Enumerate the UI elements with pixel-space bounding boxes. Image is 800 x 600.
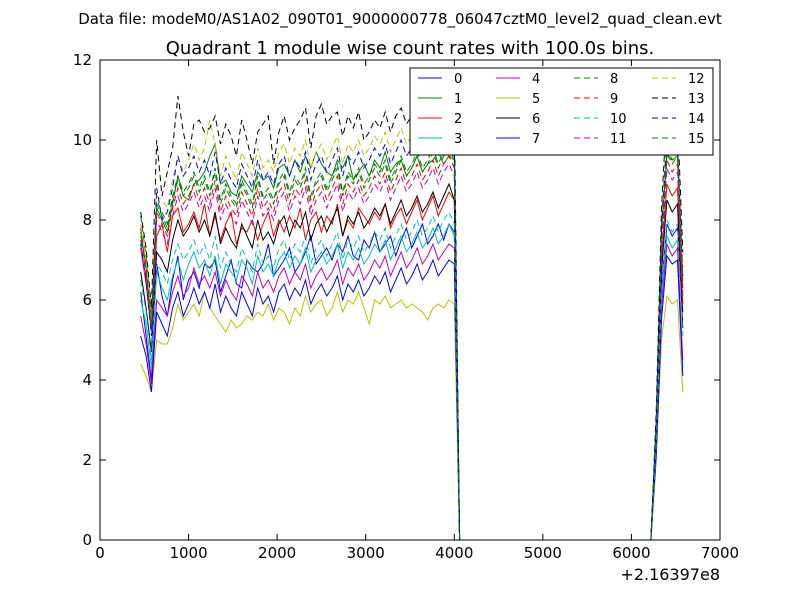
chart-title: Quadrant 1 module wise count rates with … [166, 38, 655, 59]
legend-label-14: 14 [688, 112, 705, 127]
series-line-3 [140, 222, 684, 540]
x-tick-label: 7000 [701, 544, 739, 562]
legend-label-1: 1 [454, 92, 462, 107]
x-tick-label: 5000 [524, 544, 562, 562]
series-line-11 [140, 162, 684, 540]
series-line-0 [140, 222, 684, 540]
series-line-4 [140, 242, 684, 540]
x-tick-label: 2000 [258, 544, 296, 562]
legend-label-8: 8 [610, 72, 618, 87]
series-line-7 [140, 254, 684, 540]
legend-label-0: 0 [454, 72, 462, 87]
x-tick-label: 6000 [612, 544, 650, 562]
legend-label-13: 13 [688, 92, 705, 107]
legend-label-7: 7 [532, 132, 540, 147]
series-line-5 [140, 290, 684, 540]
x-tick-label: 4000 [435, 544, 473, 562]
chart-suptitle: Data file: modeM0/AS1A02_090T01_90000007… [78, 10, 722, 29]
y-tick-label: 0 [82, 531, 92, 549]
y-tick-label: 10 [73, 131, 92, 149]
legend-label-6: 6 [532, 112, 540, 127]
legend-label-12: 12 [688, 72, 705, 87]
series-line-1 [140, 142, 684, 540]
legend-box [409, 67, 714, 156]
y-tick-label: 2 [82, 451, 92, 469]
legend-label-4: 4 [532, 72, 540, 87]
x-tick-label: 1000 [169, 544, 207, 562]
series-line-6 [140, 182, 684, 540]
legend-label-3: 3 [454, 132, 462, 147]
legend-label-15: 15 [688, 132, 705, 147]
legend-label-10: 10 [610, 112, 627, 127]
y-tick-label: 12 [73, 51, 92, 69]
x-axis-offset-label: +2.16397e8 [620, 565, 720, 584]
legend-label-11: 11 [610, 132, 627, 147]
legend-label-5: 5 [532, 92, 540, 107]
series-layer [140, 75, 684, 540]
x-tick-label: 3000 [347, 544, 385, 562]
x-tick-label: 0 [95, 544, 105, 562]
legend-label-2: 2 [454, 112, 462, 127]
y-tick-label: 6 [82, 291, 92, 309]
series-line-10 [140, 210, 684, 540]
y-tick-label: 4 [82, 371, 92, 389]
legend-label-9: 9 [610, 92, 618, 107]
y-tick-label: 8 [82, 211, 92, 229]
